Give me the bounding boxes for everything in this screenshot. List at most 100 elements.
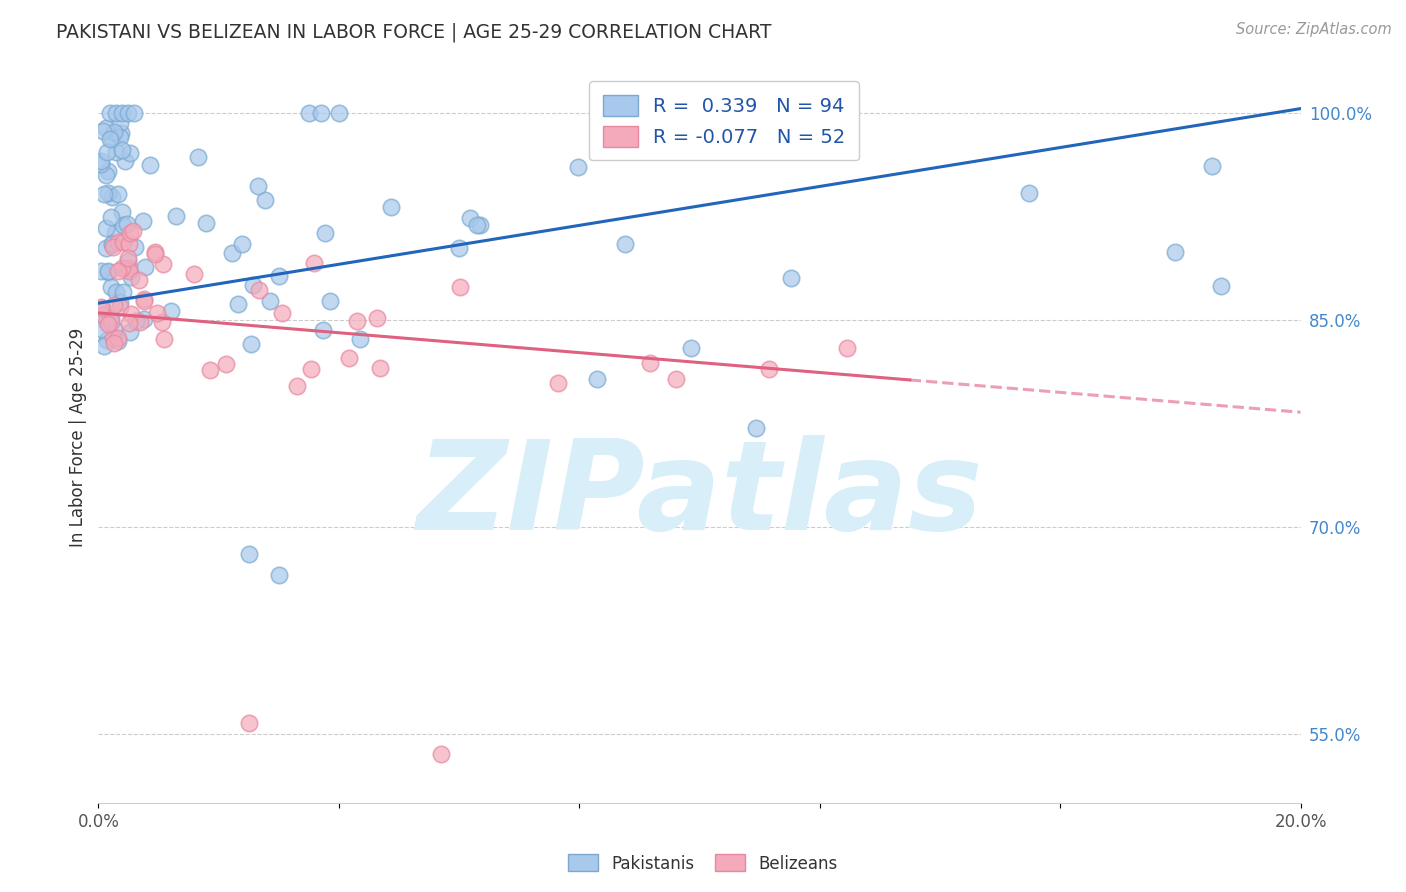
Point [744,420,766,434]
Point [97,317,120,331]
Point [118,146,141,161]
Point [118,317,141,331]
Point [285,379,308,393]
Point [254,193,277,207]
Point [238,548,260,562]
Point [122,224,145,238]
Legend: R =  0.339   N = 94, R = -0.077   N = 52: R = 0.339 N = 94, R = -0.077 N = 52 [589,81,859,161]
Point [1201,159,1223,173]
Point [100,280,122,294]
Point [309,105,332,120]
Point [101,132,124,146]
Point [270,306,292,320]
Point [447,242,470,256]
Point [97,265,120,279]
Point [108,129,131,144]
Point [94,314,117,328]
Point [312,323,335,337]
Point [97,263,120,277]
Point [139,158,162,172]
Point [349,333,371,347]
Point [101,237,124,252]
Point [107,235,129,250]
Point [187,150,209,164]
Point [111,204,134,219]
Point [90,322,112,336]
Point [226,296,249,310]
Point [120,270,142,285]
Point [231,236,253,251]
Point [101,237,124,252]
Point [100,210,122,224]
Point [132,293,155,307]
Point [465,218,488,232]
Point [97,186,120,201]
Point [93,339,115,353]
Point [195,216,218,230]
Point [100,315,122,329]
Point [146,306,169,320]
Point [366,310,388,325]
Point [143,247,166,261]
Point [337,351,360,365]
Point [94,121,117,136]
Point [107,186,129,201]
Point [111,235,134,249]
Point [120,307,142,321]
Point [221,245,243,260]
Point [259,293,281,308]
Point [585,372,607,386]
Point [238,715,260,730]
Point [111,261,134,276]
Point [103,331,125,345]
Point [319,294,342,309]
Point [614,236,637,251]
Point [103,297,125,311]
Point [108,295,131,310]
Point [679,341,702,355]
Point [94,241,117,255]
Point [314,226,336,240]
Point [101,190,124,204]
Point [153,332,176,346]
Point [430,747,453,762]
Point [103,335,125,350]
Point [128,273,150,287]
Point [117,105,139,120]
Point [100,105,122,120]
Point [94,221,117,235]
Point [90,156,112,170]
Point [93,124,115,138]
Point [145,244,167,259]
Point [304,256,326,270]
Point [128,315,150,329]
Point [567,160,589,174]
Point [124,239,146,253]
Point [114,154,136,169]
Point [298,105,321,120]
Point [111,105,134,120]
Point [111,143,134,157]
Point [111,285,134,300]
Point [107,331,129,345]
Legend: Pakistanis, Belizeans: Pakistanis, Belizeans [562,847,844,880]
Point [110,126,132,140]
Point [134,260,156,275]
Point [103,125,125,139]
Point [96,145,118,160]
Point [91,308,114,322]
Point [132,312,155,326]
Point [1018,186,1040,200]
Point [449,280,471,294]
Point [239,337,262,351]
Point [152,257,174,271]
Point [97,164,120,178]
Point [267,269,290,284]
Point [103,240,125,254]
Point [124,105,146,120]
Point [468,218,491,232]
Point [118,264,141,278]
Point [118,237,141,252]
Point [665,372,688,386]
Point [246,179,269,194]
